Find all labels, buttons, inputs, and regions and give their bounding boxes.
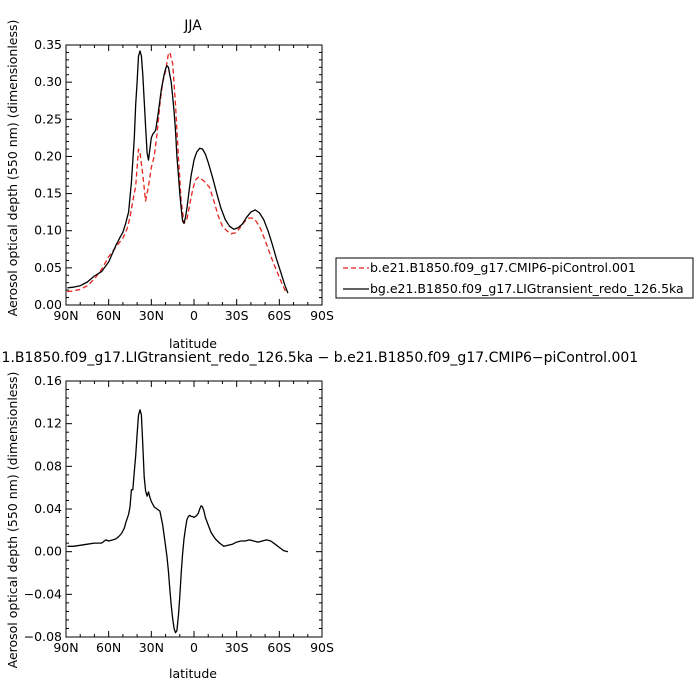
p0-series-line-1 xyxy=(67,50,289,294)
p0-y-tick-label: 0.05 xyxy=(34,260,62,275)
p1-series-line-0 xyxy=(67,409,289,634)
p0-y-tick-label: 0.15 xyxy=(34,186,62,201)
p1-y-tick-label: 0.08 xyxy=(34,458,62,473)
p0-x-tick-label: 30S xyxy=(225,308,249,323)
p0-y-tick-label: 0.00 xyxy=(34,297,62,312)
p1-x-tick-label: 90S xyxy=(310,640,334,655)
p0-series-line-0 xyxy=(67,51,287,294)
top-plot-frame xyxy=(65,44,323,306)
p0-y-tick-label: 0.35 xyxy=(34,37,62,52)
p0-y-tick-label: 0.30 xyxy=(34,74,62,89)
p1-y-tick-label: 0.12 xyxy=(34,416,62,431)
bottom-panel: bg.e21.B1850.f09_g17.LIGtransient_redo_1… xyxy=(0,350,638,681)
bottom-x-axis-label: latitude xyxy=(169,666,217,681)
p0-y-tick-label: 0.20 xyxy=(34,148,62,163)
p1-x-tick-label: 90N xyxy=(53,640,78,655)
top-ticks: 90N 60N 30N 0 30S 60S 90S 0.00 0.05 0.10 0.15 0.20 0… xyxy=(34,37,334,323)
top-series-layer xyxy=(67,50,289,294)
bottom-y-axis-label: Aerosol optical depth (550 nm) (dimensio… xyxy=(5,372,20,669)
top-y-axis-label: Aerosol optical depth (550 nm) (dimensio… xyxy=(5,20,20,317)
bottom-ticks: 90N 60N 30N 0 30S 60S 90S 0.16 0.12 0.08 0.04 0.00 −… xyxy=(24,373,334,655)
top-panel-title: JJA xyxy=(183,18,202,34)
p1-y-tick-label: 0.04 xyxy=(34,501,62,516)
legend: b.e21.B1850.f09_g17.CMIP6-piControl.001 … xyxy=(335,257,694,299)
p1-x-tick-label: 0 xyxy=(190,640,198,655)
p1-x-tick-label: 30N xyxy=(139,640,164,655)
top-x-axis-label: latitude xyxy=(169,336,217,351)
top-panel: JJA 90N 60N 30N 0 30S 60S 90S 0.00 0.05 0.10 0.15 0… xyxy=(5,18,334,351)
bottom-panel-title: bg.e21.B1850.f09_g17.LIGtransient_redo_1… xyxy=(0,350,638,366)
p1-y-tick-label: 0.00 xyxy=(34,544,62,559)
p1-y-tick-label: 0.16 xyxy=(34,373,62,388)
legend-label-LIGtransient: bg.e21.B1850.f09_g17.LIGtransient_redo_1… xyxy=(370,281,684,296)
legend-box xyxy=(335,257,694,299)
p1-x-tick-label: 60N xyxy=(96,640,121,655)
p1-x-tick-label: 60S xyxy=(267,640,291,655)
p0-x-tick-label: 60N xyxy=(96,308,121,323)
p1-y-tick-label: −0.04 xyxy=(24,586,62,601)
p0-x-tick-label: 0 xyxy=(190,308,198,323)
p1-x-tick-label: 30S xyxy=(225,640,249,655)
p0-x-tick-label: 90S xyxy=(310,308,334,323)
legend-label-piControl: b.e21.B1850.f09_g17.CMIP6-piControl.001 xyxy=(370,260,636,275)
p0-x-tick-label: 60S xyxy=(267,308,291,323)
p0-x-tick-label: 30N xyxy=(139,308,164,323)
p0-y-tick-label: 0.25 xyxy=(34,111,62,126)
p1-y-tick-label: −0.08 xyxy=(24,629,62,644)
bottom-plot-frame xyxy=(65,380,323,638)
p0-y-tick-label: 0.10 xyxy=(34,223,62,238)
p0-x-tick-label: 90N xyxy=(53,308,78,323)
bottom-series-layer xyxy=(67,409,289,634)
